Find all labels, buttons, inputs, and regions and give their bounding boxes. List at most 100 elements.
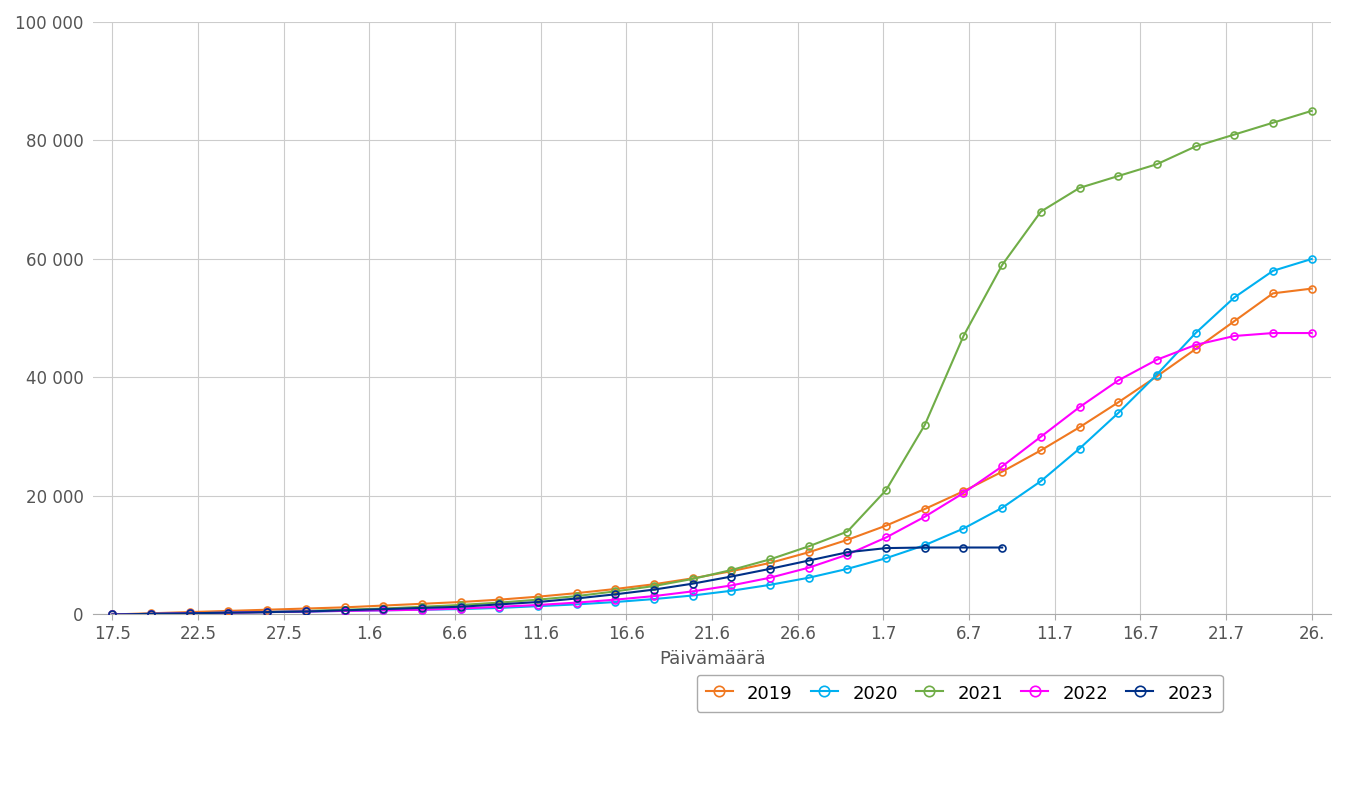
2023 bbox=[413, 603, 429, 613]
2019 bbox=[995, 467, 1011, 476]
2022 bbox=[221, 608, 237, 618]
2019 bbox=[491, 595, 507, 604]
2021 bbox=[297, 606, 314, 615]
2019 bbox=[105, 610, 121, 619]
Line: 2020: 2020 bbox=[109, 256, 1315, 618]
2019 bbox=[182, 607, 198, 617]
2020 bbox=[413, 605, 429, 615]
2023 bbox=[607, 590, 623, 599]
Line: 2023: 2023 bbox=[109, 544, 1005, 618]
2022 bbox=[646, 592, 662, 601]
2022 bbox=[1032, 432, 1049, 441]
2022 bbox=[1187, 340, 1203, 349]
2019 bbox=[530, 592, 546, 601]
2023 bbox=[143, 609, 159, 619]
2022 bbox=[297, 607, 314, 616]
Line: 2019: 2019 bbox=[109, 285, 1315, 618]
2020 bbox=[995, 503, 1011, 513]
2021 bbox=[607, 587, 623, 596]
2021 bbox=[105, 610, 121, 619]
2019 bbox=[1071, 422, 1088, 432]
2020 bbox=[1110, 408, 1127, 418]
2022 bbox=[1265, 328, 1281, 337]
2021 bbox=[1110, 172, 1127, 181]
2023 bbox=[646, 585, 662, 595]
2019 bbox=[607, 584, 623, 594]
2021 bbox=[1187, 141, 1203, 151]
2020 bbox=[568, 599, 584, 609]
2020 bbox=[762, 580, 778, 590]
2022 bbox=[568, 598, 584, 607]
2021 bbox=[1149, 160, 1166, 169]
2022 bbox=[840, 550, 856, 560]
2022 bbox=[723, 580, 739, 590]
2022 bbox=[105, 610, 121, 619]
2021 bbox=[762, 554, 778, 564]
2020 bbox=[1071, 444, 1088, 453]
2019 bbox=[840, 535, 856, 545]
2023 bbox=[840, 548, 856, 557]
2022 bbox=[143, 609, 159, 619]
2021 bbox=[143, 609, 159, 619]
2021 bbox=[221, 608, 237, 618]
2023 bbox=[182, 608, 198, 618]
2022 bbox=[491, 602, 507, 611]
2021 bbox=[1265, 118, 1281, 128]
2020 bbox=[607, 597, 623, 607]
2023 bbox=[105, 610, 121, 619]
2023 bbox=[376, 604, 392, 614]
2021 bbox=[956, 331, 972, 341]
2019 bbox=[1032, 445, 1049, 455]
2022 bbox=[995, 461, 1011, 471]
2020 bbox=[1032, 476, 1049, 486]
2019 bbox=[685, 573, 701, 583]
2021 bbox=[917, 420, 933, 430]
2022 bbox=[1149, 355, 1166, 364]
2020 bbox=[182, 608, 198, 618]
Line: 2021: 2021 bbox=[109, 107, 1315, 618]
2021 bbox=[995, 260, 1011, 270]
2020 bbox=[1187, 328, 1203, 337]
2023 bbox=[917, 543, 933, 553]
2022 bbox=[376, 606, 392, 615]
2020 bbox=[646, 594, 662, 603]
2020 bbox=[878, 553, 894, 563]
2022 bbox=[1226, 331, 1242, 341]
2022 bbox=[917, 512, 933, 522]
2019 bbox=[1149, 372, 1166, 381]
2020 bbox=[221, 608, 237, 618]
2020 bbox=[1226, 293, 1242, 303]
2023 bbox=[762, 564, 778, 573]
2019 bbox=[956, 487, 972, 496]
2021 bbox=[1226, 129, 1242, 139]
2020 bbox=[685, 591, 701, 600]
2022 bbox=[956, 488, 972, 498]
2023 bbox=[685, 579, 701, 588]
2022 bbox=[685, 587, 701, 596]
2022 bbox=[336, 606, 353, 615]
2021 bbox=[336, 605, 353, 615]
2019 bbox=[1110, 398, 1127, 407]
2021 bbox=[801, 542, 817, 551]
2023 bbox=[995, 543, 1011, 553]
2023 bbox=[258, 607, 275, 617]
2022 bbox=[530, 600, 546, 610]
2019 bbox=[1265, 288, 1281, 298]
2020 bbox=[376, 606, 392, 615]
2020 bbox=[840, 564, 856, 573]
2020 bbox=[1265, 266, 1281, 276]
2023 bbox=[221, 608, 237, 618]
2019 bbox=[1303, 283, 1319, 293]
2023 bbox=[530, 597, 546, 607]
2019 bbox=[1187, 345, 1203, 354]
2021 bbox=[376, 603, 392, 613]
2022 bbox=[878, 533, 894, 542]
2020 bbox=[1303, 254, 1319, 264]
2020 bbox=[723, 586, 739, 596]
2019 bbox=[258, 605, 275, 615]
2023 bbox=[801, 556, 817, 565]
2020 bbox=[336, 606, 353, 615]
2021 bbox=[452, 600, 468, 610]
2023 bbox=[723, 572, 739, 581]
2020 bbox=[105, 610, 121, 619]
